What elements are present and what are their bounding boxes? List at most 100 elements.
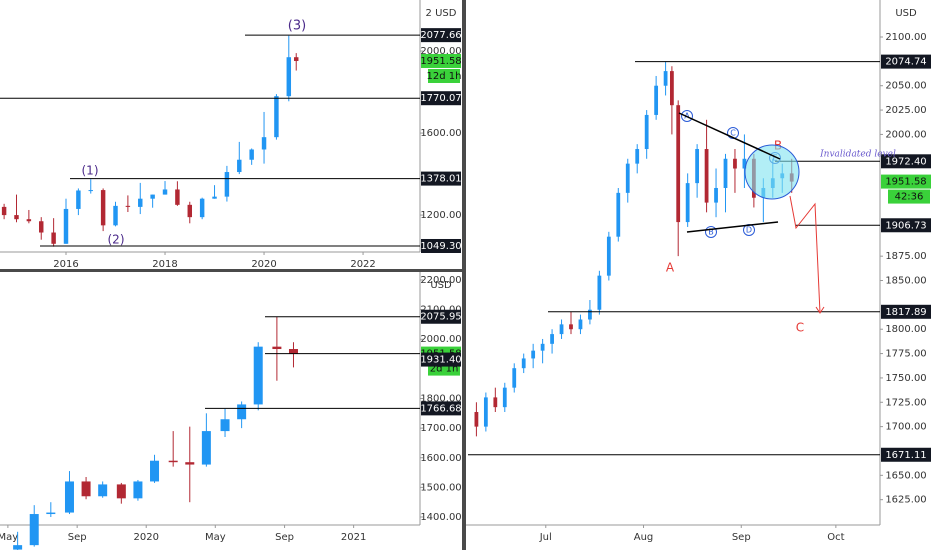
annotation: B [708,228,714,237]
candle-body [116,484,126,499]
price-label: 1951.58 [885,177,926,188]
y-tick-label: 1750.00 [885,373,926,384]
x-tick-label: 2018 [152,259,177,270]
annotation: (2) [108,233,125,247]
y-tick-label: 1600.00 [420,453,461,464]
candle-body [46,512,56,515]
candle-body [133,481,143,499]
x-tick-label: May [205,532,226,543]
candle-body [502,387,507,408]
candle-body [138,198,143,207]
candle-body [88,190,93,192]
candle-body [98,484,108,497]
y-tick-label: 1875.00 [885,251,926,262]
annotation: (3) [288,19,306,34]
price-label: 1766.68 [420,403,461,414]
candle-body [578,319,583,330]
candle-body [550,334,554,344]
candle-body [261,137,267,150]
y-tick-label: 2000.00 [420,46,461,57]
candle-body [559,324,564,335]
y-tick-label: 1400.00 [420,512,461,523]
countdown: 2d 1h [430,364,459,375]
price-label-bg [421,238,461,253]
x-tick-label: Sep [68,532,87,543]
price-label: 1671.11 [885,450,926,461]
price-label-bg [421,53,461,68]
price-label-bg [881,447,931,462]
candle-body [685,183,690,223]
price-label-bg [881,218,931,233]
annotation: D [746,226,752,235]
candle-body [187,204,193,218]
y-tick-label: 1700.00 [420,423,461,434]
candle-body [64,481,74,513]
candle-body [237,159,242,173]
price-label: 1931.40 [420,355,461,366]
candle-body [26,219,32,222]
candle-body [272,346,282,350]
candle-body [670,71,674,106]
y-tick-label: 2025.00 [885,105,926,116]
candle-body [185,462,195,465]
y-tick-label: 1800.00 [885,324,926,335]
candle-body [714,187,718,203]
x-tick-label: Aug [634,532,654,543]
candle-body [253,346,263,405]
candle-body [635,149,640,164]
price-label: 2074.74 [885,57,926,68]
price-label: 1770.07 [420,93,461,104]
annotation: C [796,321,804,335]
wave-circle [681,110,693,122]
wave-circle [727,127,739,139]
candle-body [125,205,131,207]
separator [0,269,462,272]
candle-body [220,419,230,432]
candle-body [168,460,178,463]
triangle-lower-line [686,221,779,233]
x-tick-label: May [0,532,18,543]
candle-body [39,221,44,233]
x-tick-label: Jul [539,532,552,543]
x-tick-label: 2022 [350,259,375,270]
candle-body [76,190,81,209]
price-label-bg [421,309,461,324]
price-label-bg [881,174,931,189]
candle-body [100,190,106,226]
candle-body [695,149,700,184]
candle-body [237,404,247,420]
projection-arrow [789,195,821,314]
currency-label: USD [895,8,917,19]
candle-body [597,275,602,310]
separator [462,0,466,550]
candle-body [249,149,254,160]
candle-body [723,158,728,188]
countdown: 12d 1h [427,71,462,82]
candle-body [521,358,526,369]
price-label-bg [421,352,461,367]
candle-body [274,96,279,138]
candle-body [286,57,292,97]
candle-body [742,158,747,169]
price-label: 1817.89 [885,307,926,318]
candle-body [644,114,649,150]
countdown: 42:36 [895,192,924,203]
x-tick-label: 2020 [133,532,158,543]
y-tick-label: 2200.00 [420,275,461,286]
annotation: C [730,129,736,138]
triangle-upper-line [678,112,781,160]
candle-body [1,206,7,216]
y-tick-label: 1625.00 [885,495,926,506]
y-tick-label: 2000.00 [885,129,926,140]
chart-panel: USD 1625.00 1650.00 1700.00 1725.00 1750.00 17… [466,0,931,543]
x-tick-label: Sep [275,532,294,543]
candle-body [199,198,205,218]
candle-body [512,368,517,388]
candle-body [29,514,39,546]
candle-body [606,236,611,276]
annotation: (1) [82,164,99,178]
candle-body [616,192,621,237]
candle-body [493,397,498,408]
price-label-bg [421,91,461,106]
candle-body [569,324,573,330]
